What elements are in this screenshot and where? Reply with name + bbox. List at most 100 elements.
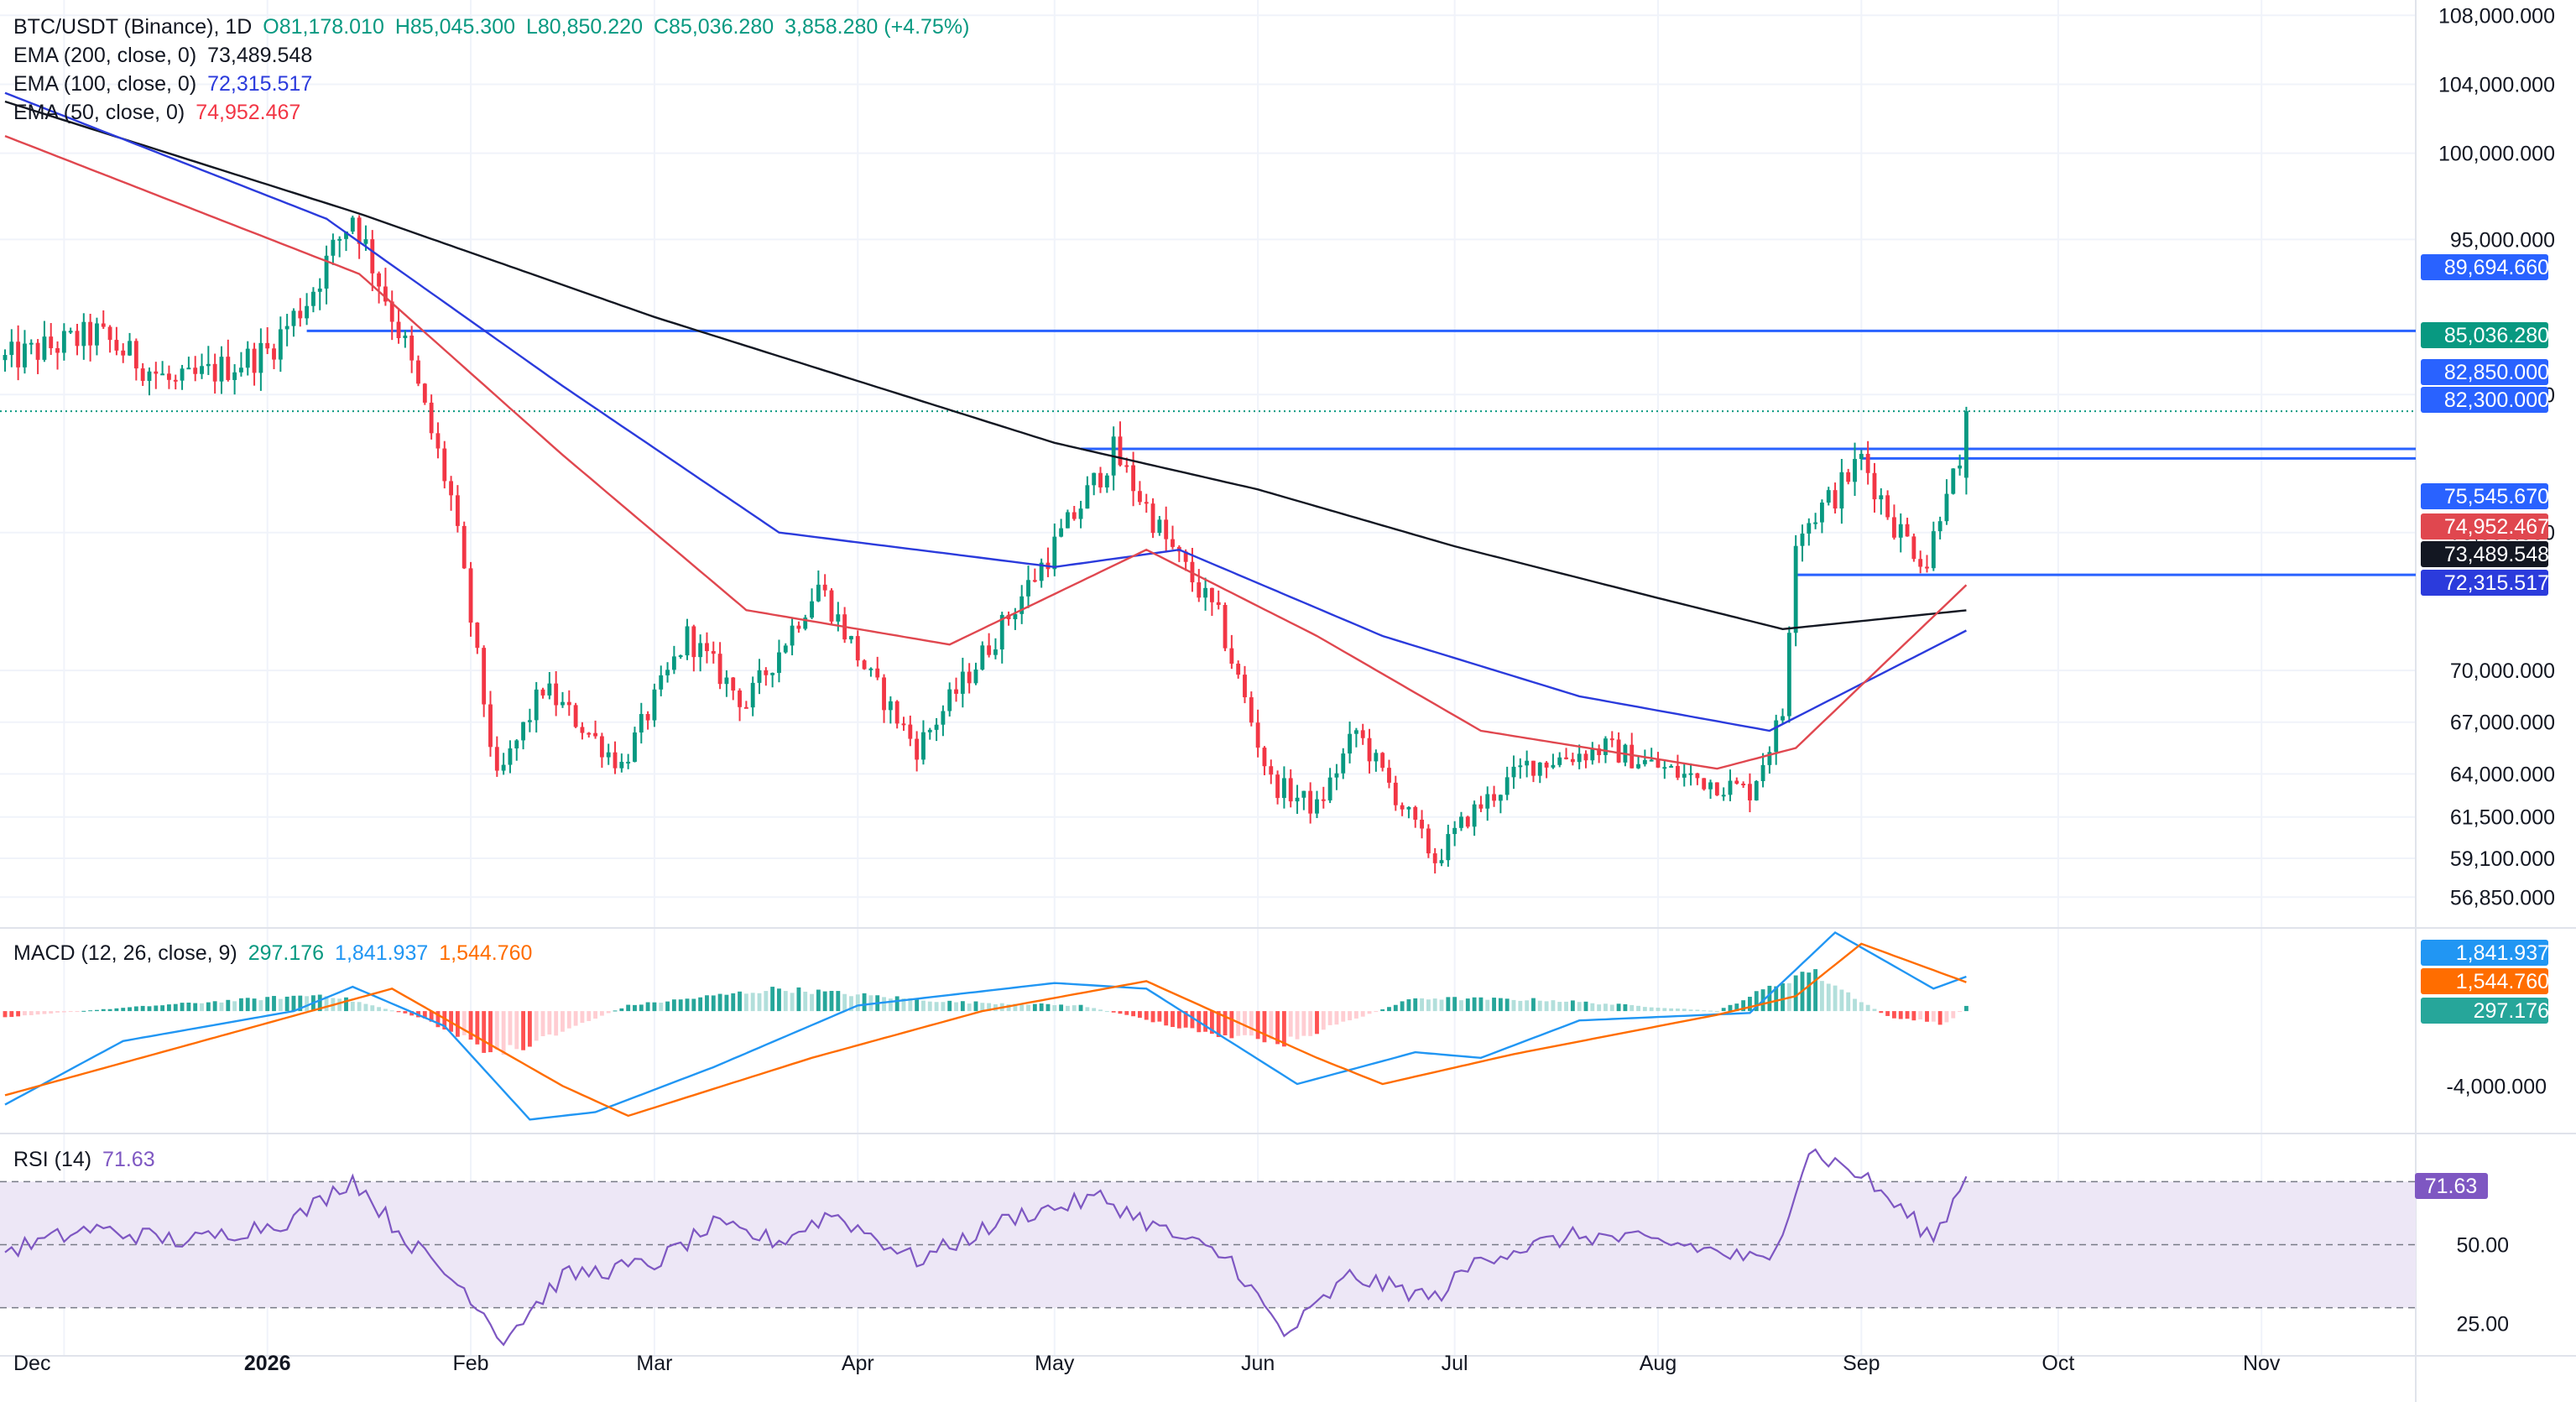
candle-body[interactable] [908, 724, 913, 739]
candle-body[interactable] [678, 655, 683, 658]
candle-body[interactable] [1807, 523, 1812, 534]
candle-body[interactable] [1630, 744, 1635, 769]
candle-body[interactable] [265, 342, 270, 349]
candle-body[interactable] [915, 738, 920, 760]
candle-body[interactable] [219, 357, 224, 382]
candle-body[interactable] [593, 732, 597, 737]
candle-body[interactable] [154, 371, 159, 374]
candle-body[interactable] [1839, 472, 1844, 509]
candle-body[interactable] [1327, 777, 1332, 800]
candle-body[interactable] [1209, 587, 1214, 602]
candle-body[interactable] [770, 672, 775, 675]
candle-body[interactable] [101, 323, 106, 327]
candle-body[interactable] [1334, 773, 1339, 778]
candle-body[interactable] [967, 671, 972, 684]
candle-body[interactable] [1321, 799, 1326, 801]
candle-body[interactable] [337, 238, 342, 241]
candle-body[interactable] [1078, 508, 1083, 519]
candle-body[interactable] [1865, 453, 1870, 473]
candle-body[interactable] [1472, 804, 1477, 827]
candle-body[interactable] [645, 714, 650, 721]
candle-body[interactable] [1341, 753, 1346, 774]
candle-body[interactable] [822, 584, 827, 591]
candle-body[interactable] [180, 368, 185, 381]
candle-body[interactable] [245, 348, 250, 368]
candle-body[interactable] [1171, 539, 1175, 547]
candle-body[interactable] [1059, 528, 1064, 537]
candle-body[interactable] [461, 525, 467, 569]
candle-body[interactable] [757, 670, 762, 683]
candle-body[interactable] [272, 348, 276, 360]
candle-body[interactable] [1898, 524, 1903, 538]
candle-body[interactable] [107, 326, 112, 341]
candle-body[interactable] [1380, 753, 1385, 769]
candle-body[interactable] [1872, 472, 1877, 500]
candle-body[interactable] [633, 732, 637, 762]
candle-body[interactable] [829, 590, 834, 622]
candle-body[interactable] [449, 481, 454, 496]
candle-body[interactable] [344, 231, 348, 239]
candle-body[interactable] [705, 643, 709, 652]
candle-body[interactable] [1708, 782, 1713, 790]
candle-body[interactable] [619, 762, 624, 769]
candle-body[interactable] [980, 645, 985, 670]
candle-body[interactable] [1459, 816, 1463, 828]
candle-body[interactable] [42, 336, 47, 360]
candle-body[interactable] [698, 643, 703, 658]
candle-body[interactable] [921, 732, 926, 760]
candle-body[interactable] [1406, 806, 1411, 810]
candle-body[interactable] [1229, 648, 1234, 665]
candle-body[interactable] [377, 273, 382, 287]
candle-body[interactable] [1223, 604, 1228, 649]
candle-body[interactable] [475, 623, 480, 649]
candle-body[interactable] [1937, 521, 1942, 532]
candle-body[interactable] [1885, 495, 1890, 518]
candle-body[interactable] [671, 656, 676, 670]
candle-body[interactable] [803, 618, 808, 629]
candle-body[interactable] [1695, 773, 1700, 779]
candle-body[interactable] [1288, 778, 1293, 802]
candle-body[interactable] [947, 689, 952, 711]
candle-body[interactable] [1760, 764, 1765, 781]
candle-body[interactable] [659, 675, 664, 690]
candle-body[interactable] [1203, 587, 1208, 598]
candle-body[interactable] [383, 286, 388, 302]
candle-body[interactable] [409, 335, 415, 361]
candle-body[interactable] [140, 368, 145, 381]
candle-body[interactable] [1905, 524, 1910, 537]
candle-body[interactable] [738, 691, 742, 707]
time-axis[interactable]: Dec 2026 Feb Mar Apr May Jun Jul Aug Sep Oct Nov [13, 1352, 2281, 1375]
candle-body[interactable] [1813, 522, 1818, 524]
candle-body[interactable] [1104, 475, 1109, 487]
candle-body[interactable] [1478, 804, 1484, 809]
candle-body[interactable] [901, 723, 906, 726]
candle-body[interactable] [731, 677, 736, 691]
candle-body[interactable] [1570, 758, 1575, 763]
candle-body[interactable] [1911, 536, 1916, 560]
candle-body[interactable] [494, 747, 499, 771]
candle-body[interactable] [1859, 453, 1864, 460]
candle-body[interactable] [1066, 512, 1070, 529]
candle-body[interactable] [534, 689, 539, 721]
candle-body[interactable] [1032, 580, 1037, 582]
candle-body[interactable] [291, 310, 296, 326]
candle-body[interactable] [1781, 716, 1785, 721]
candle-body[interactable] [764, 670, 769, 675]
candle-body[interactable] [790, 625, 795, 646]
candle-body[interactable] [1026, 580, 1030, 597]
candle-body[interactable] [862, 660, 867, 670]
candle-body[interactable] [49, 336, 54, 348]
candle-body[interactable] [88, 321, 93, 346]
candle-body[interactable] [310, 291, 315, 306]
candle-body[interactable] [442, 448, 447, 482]
candle-body[interactable] [573, 705, 578, 727]
candle-body[interactable] [1603, 738, 1608, 755]
candle-body[interactable] [1728, 780, 1733, 795]
candle-body[interactable] [16, 341, 21, 367]
candle-body[interactable] [1504, 777, 1510, 795]
candle-body[interactable] [1676, 765, 1680, 778]
candle-body[interactable] [422, 383, 427, 403]
candle-body[interactable] [691, 626, 696, 658]
candle-body[interactable] [1597, 748, 1602, 755]
candle-body[interactable] [95, 323, 99, 346]
